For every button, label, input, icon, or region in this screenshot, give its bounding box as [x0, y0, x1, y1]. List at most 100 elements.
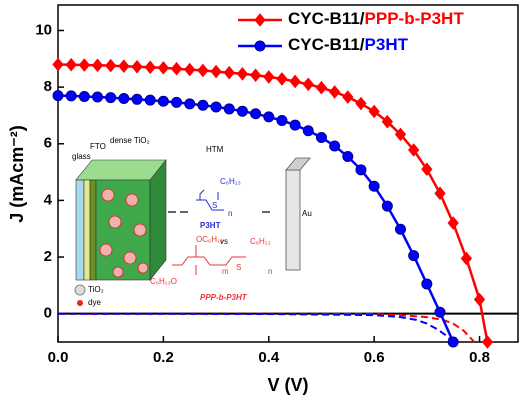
x-tick-label: 0.4 — [258, 349, 280, 366]
data-point — [447, 336, 459, 348]
device-side — [149, 159, 167, 281]
data-point — [315, 80, 328, 95]
data-point — [421, 278, 433, 290]
data-point — [144, 94, 156, 106]
legend-label: CYC-B11/P3HT — [288, 35, 409, 54]
au-top — [285, 157, 311, 171]
data-point — [408, 143, 420, 157]
legend-label: CYC-B11/PPP-b-P3HT — [288, 9, 464, 28]
series-line — [57, 63, 489, 343]
inset-label: C₆H₁₃ — [220, 177, 241, 186]
data-point — [434, 186, 446, 201]
data-point — [481, 335, 494, 349]
data-point — [131, 93, 143, 105]
inset-label: TiO₂ — [88, 285, 104, 294]
inset-label: dye — [88, 298, 101, 307]
data-point — [210, 101, 222, 113]
data-point — [302, 77, 314, 92]
data-point — [52, 57, 64, 72]
data-point — [434, 306, 446, 318]
data-point — [92, 91, 104, 103]
inset-label: PPP-b-P3HT — [200, 293, 248, 302]
data-point — [105, 58, 117, 73]
inset-label: Au — [302, 209, 312, 218]
inset-label: dense TiO₂ — [110, 136, 150, 145]
inset-label: S — [212, 201, 217, 210]
y-tick-label: 0 — [44, 305, 52, 322]
data-point — [210, 64, 222, 79]
data-point — [118, 92, 130, 104]
data-point — [473, 292, 486, 307]
inset-label: HTM — [206, 145, 224, 154]
data-point — [91, 58, 104, 73]
data-point — [249, 68, 262, 83]
data-point — [381, 200, 393, 212]
data-point — [289, 119, 301, 131]
inset-label: n — [268, 267, 272, 276]
data-point — [184, 98, 196, 110]
data-point — [408, 250, 420, 262]
data-point — [197, 99, 209, 111]
inset-label: P3HT — [200, 221, 221, 230]
y-tick-label: 2 — [44, 248, 52, 265]
data-point — [105, 92, 117, 104]
data-point — [157, 61, 170, 75]
data-point — [65, 90, 77, 102]
data-point — [170, 61, 183, 76]
data-point — [276, 115, 288, 127]
data-point — [157, 95, 169, 107]
x-tick-label: 0.2 — [153, 349, 174, 366]
y-tick-label: 4 — [44, 191, 53, 208]
inset: glass FTO dense TiO₂ HTM C₆H₁₃ S n P3HT … — [72, 136, 312, 307]
legend-marker — [254, 40, 266, 52]
inset-label: C₆H₁₃O — [150, 277, 177, 286]
x-tick-label: 0.8 — [469, 349, 490, 366]
data-point — [263, 111, 275, 123]
data-point — [328, 85, 341, 99]
data-point — [302, 125, 314, 137]
data-point — [381, 114, 393, 129]
inset-label: glass — [72, 152, 91, 161]
inset-label: S — [236, 263, 241, 272]
data-point — [315, 132, 327, 144]
data-point — [342, 90, 354, 104]
data-point — [131, 59, 143, 74]
inset-label: OC₆H₁₃ — [196, 235, 223, 244]
y-tick-label: 8 — [44, 78, 52, 95]
inset-label: vs — [220, 237, 228, 246]
data-point — [394, 223, 406, 235]
x-tick-label: 0.6 — [364, 349, 385, 366]
glass-layer — [75, 179, 85, 281]
p3ht-structure — [196, 189, 224, 211]
data-point — [223, 103, 235, 115]
x-axis-label: V (V) — [267, 375, 308, 395]
au-electrode — [285, 169, 301, 271]
data-point — [329, 140, 341, 152]
y-tick-label: 10 — [35, 21, 52, 38]
data-point — [368, 104, 380, 119]
dark-curve — [58, 312, 454, 343]
tio2-icon — [74, 284, 86, 296]
x-tick-label: 0.0 — [48, 349, 69, 366]
y-tick-label: 6 — [44, 135, 52, 152]
data-point — [171, 96, 183, 108]
data-point — [250, 108, 262, 120]
data-point — [342, 151, 354, 163]
data-point — [118, 59, 130, 73]
data-point — [236, 105, 248, 117]
data-point — [447, 216, 459, 230]
legend-marker — [254, 13, 266, 27]
data-point — [52, 90, 64, 102]
inset-label: m — [222, 267, 229, 276]
data-point — [355, 164, 367, 176]
data-point — [289, 74, 301, 89]
data-point — [460, 251, 473, 266]
data-point — [197, 63, 209, 78]
data-point — [421, 162, 433, 177]
data-point — [184, 62, 196, 77]
dye-icon — [77, 300, 83, 306]
inset-label: n — [228, 209, 232, 218]
data-point — [78, 90, 90, 102]
y-axis-label: J (mAcm⁻²) — [7, 125, 27, 223]
